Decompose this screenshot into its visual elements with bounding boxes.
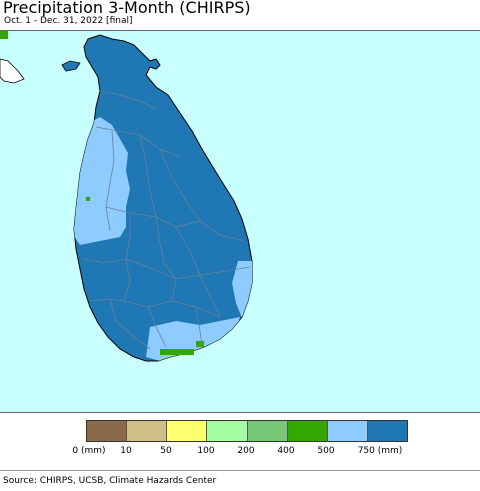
legend-swatch-3 (207, 421, 248, 441)
legend-label-3: 100 (197, 446, 215, 456)
legend-labels: 0 (mm) 10 50 100 200 400 500 750 (mm) (0, 446, 480, 460)
india-coast (0, 58, 25, 84)
legend-swatch-0 (87, 421, 128, 441)
south-coast-400mm-cell (196, 341, 204, 347)
east-coast-light-zone (232, 261, 252, 323)
legend-label-1: 10 (120, 446, 132, 456)
legend-swatch-4 (247, 421, 288, 441)
legend-label-4: 200 (237, 446, 255, 456)
legend-swatch-7 (367, 421, 407, 441)
legend-swatch-1 (127, 421, 168, 441)
legend-swatch-2 (167, 421, 208, 441)
legend-label-6: 500 (317, 446, 335, 456)
date-range-subtitle: Oct. 1 - Dec. 31, 2022 [final] (4, 16, 133, 26)
legend-color-bar (86, 420, 408, 442)
west-coast-400mm-cell (86, 197, 90, 201)
legend-swatch-5 (287, 421, 328, 441)
india-land-cell (0, 31, 8, 39)
source-footer: Source: CHIRPS, UCSB, Climate Hazards Ce… (0, 470, 480, 491)
page-title: Precipitation 3-Month (CHIRPS) (3, 0, 251, 17)
legend-label-7: 750 (mm) (357, 446, 403, 456)
legend-swatch-6 (327, 421, 368, 441)
map-area (0, 30, 480, 413)
south-coast-400mm-cells (160, 349, 194, 355)
source-credit: Source: CHIRPS, UCSB, Climate Hazards Ce… (3, 476, 217, 486)
sri-lanka-map (0, 31, 253, 362)
legend-label-0: 0 (mm) (72, 446, 106, 456)
district-borders (83, 90, 251, 350)
legend-label-5: 400 (277, 446, 295, 456)
north-islands (61, 60, 81, 72)
legend-label-2: 50 (160, 446, 172, 456)
